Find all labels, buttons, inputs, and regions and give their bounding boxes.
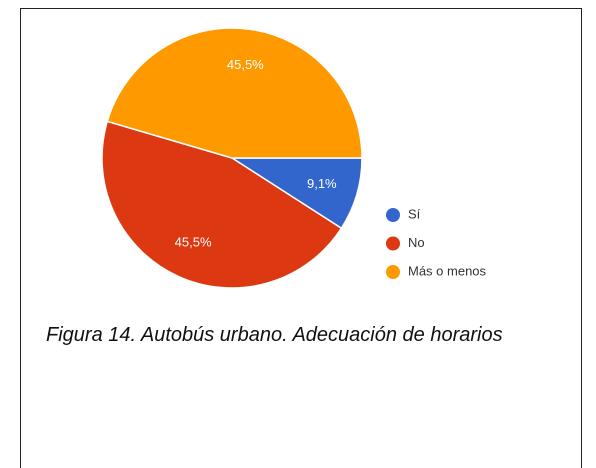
caption: Figura 14. Autobús urbano. Adecuación de… — [46, 324, 503, 346]
legend-label: No — [408, 235, 425, 250]
legend-swatch — [386, 208, 400, 222]
frame — [20, 8, 582, 468]
pie-slice — [106, 27, 363, 159]
slice-label: 45,5% — [227, 57, 264, 72]
legend-label: Más o menos — [408, 263, 487, 278]
legend-swatch — [386, 265, 400, 279]
slice-label: 45,5% — [175, 235, 212, 250]
pie-slice — [101, 120, 343, 289]
legend-swatch — [386, 236, 400, 251]
slice-label: 9,1% — [307, 176, 337, 191]
legend-label: Sí — [408, 206, 421, 221]
